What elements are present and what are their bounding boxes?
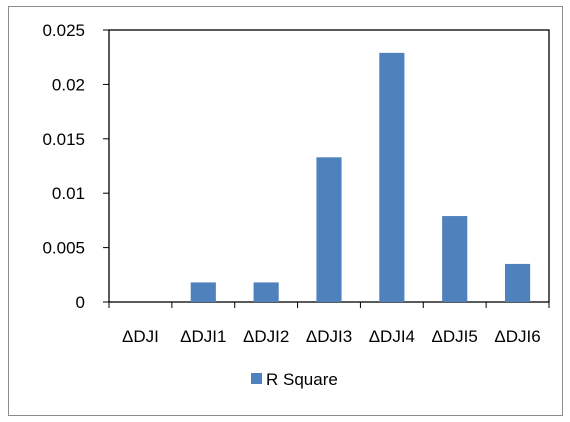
y-tick-label: 0.01 [52, 184, 85, 203]
bar [505, 263, 531, 302]
x-tick-label: ΔDJI [122, 327, 159, 346]
y-axis: 0 0.005 0.01 0.015 0.02 0.025 [42, 21, 550, 312]
y-tick-label: 0.02 [52, 75, 85, 94]
legend: R Square [251, 370, 338, 389]
x-tick-label: ΔDJI3 [306, 327, 352, 346]
bar [442, 216, 468, 302]
bar [316, 157, 342, 302]
x-axis: ΔDJI ΔDJI1 ΔDJI2 ΔDJI3 ΔDJI4 ΔDJI5 ΔDJI6 [108, 302, 550, 346]
y-tick-label: 0.025 [42, 21, 85, 40]
bar [379, 52, 405, 303]
x-tick-label: ΔDJI6 [494, 327, 540, 346]
bars [190, 52, 531, 303]
y-tick-label: 0.015 [42, 130, 85, 149]
x-tick-label: ΔDJI1 [180, 327, 226, 346]
y-tick-label: 0.005 [42, 239, 85, 258]
legend-swatch [251, 373, 262, 384]
legend-label: R Square [266, 370, 338, 389]
x-tick-label: ΔDJI5 [432, 327, 478, 346]
y-tick-label: 0 [76, 293, 85, 312]
x-tick-label: ΔDJI2 [243, 327, 289, 346]
bar [190, 282, 216, 302]
bar [253, 282, 279, 302]
chart-frame: 0 0.005 0.01 0.015 0.02 0.025 ΔDJI ΔDJI1 ΔDJI2 Δ… [8, 6, 563, 416]
x-tick-label: ΔDJI4 [369, 327, 415, 346]
